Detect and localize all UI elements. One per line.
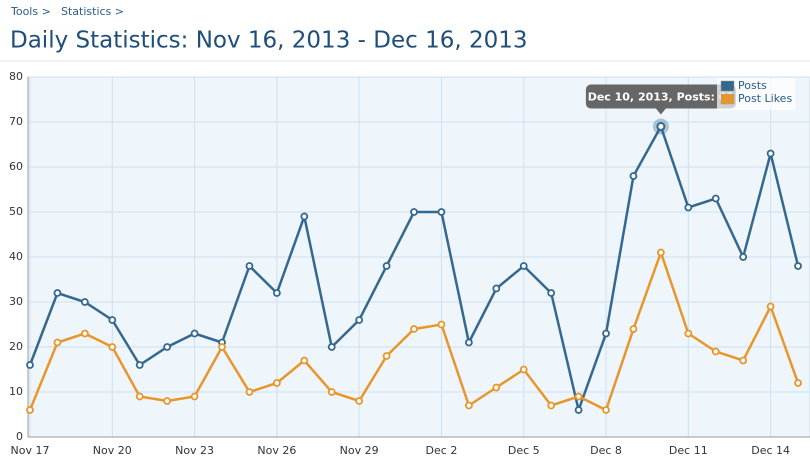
data-point [794, 379, 802, 387]
data-point [272, 379, 281, 387]
data-point [245, 262, 254, 270]
data-point [272, 289, 281, 297]
data-point [300, 212, 309, 221]
legend-swatch [720, 93, 735, 105]
data-point [629, 325, 638, 333]
data-point [327, 343, 336, 351]
data-point [739, 356, 748, 365]
data-point [684, 203, 693, 212]
breadcrumb[interactable]: Statistics > [61, 5, 124, 18]
y-tick-label: 70 [9, 115, 23, 128]
data-point [629, 172, 638, 180]
data-point [410, 325, 418, 333]
x-tick-label: Dec 5 [508, 444, 540, 457]
data-point [547, 289, 556, 297]
data-point [163, 397, 172, 405]
x-tick-label: Nov 29 [340, 444, 379, 457]
data-point [53, 289, 62, 297]
y-tick-label: 0 [16, 430, 23, 443]
data-point [437, 320, 446, 329]
data-point [355, 397, 364, 405]
data-point [602, 329, 610, 338]
data-point [327, 388, 336, 396]
data-point [80, 298, 89, 306]
x-tick-label: Dec 2 [426, 444, 458, 457]
x-tick-label: Nov 20 [93, 444, 132, 457]
data-point [711, 347, 720, 356]
legend-swatch [720, 80, 735, 92]
y-tick-label: 50 [9, 205, 23, 218]
tooltip-box [585, 84, 736, 109]
highlight-point [656, 122, 666, 131]
data-point [602, 406, 610, 414]
data-point [26, 361, 34, 369]
x-tick-label: Nov 23 [175, 444, 214, 457]
data-point [464, 401, 473, 410]
data-point [108, 316, 117, 324]
data-point [437, 208, 446, 216]
data-point [218, 343, 226, 351]
y-tick-label: 10 [9, 385, 23, 398]
x-tick-label: Dec 8 [590, 444, 622, 457]
data-point [656, 248, 665, 257]
y-tick-label: 40 [9, 250, 23, 263]
data-point [410, 208, 418, 216]
data-point [190, 392, 199, 401]
data-point [794, 262, 802, 270]
legend-label: Post Likes [738, 92, 792, 105]
breadcrumb[interactable]: Tools > [10, 5, 51, 18]
data-point [135, 392, 144, 401]
tooltip-text: Dec 10, 2013, Posts: 69 [588, 91, 734, 104]
y-tick-label: 60 [9, 160, 23, 173]
data-point [382, 262, 391, 270]
data-point [766, 302, 775, 311]
legend-label: Posts [738, 79, 767, 92]
data-point [163, 343, 172, 351]
data-point [766, 149, 775, 158]
data-point [108, 343, 117, 351]
data-point [711, 194, 720, 203]
tooltip-arrow [655, 108, 666, 115]
data-point [574, 406, 583, 414]
data-point [245, 388, 254, 396]
data-point [547, 401, 556, 410]
data-point [464, 338, 473, 347]
y-tick-label: 20 [9, 340, 23, 353]
data-point [739, 253, 748, 261]
data-point [574, 392, 583, 401]
y-tick-label: 80 [9, 70, 23, 83]
data-point [135, 361, 144, 369]
data-point [492, 284, 501, 293]
x-tick-label: Nov 17 [11, 444, 50, 457]
data-point [519, 365, 528, 374]
chart-title: Daily Statistics: Nov 16, 2013 - Dec 16,… [10, 28, 528, 54]
x-tick-label: Nov 26 [257, 444, 296, 457]
data-point [80, 329, 89, 338]
data-point [519, 262, 528, 270]
data-point [382, 352, 391, 360]
data-point [492, 383, 501, 392]
y-tick-label: 30 [9, 295, 23, 308]
data-point [53, 338, 62, 347]
data-point [26, 406, 34, 414]
data-point [300, 356, 309, 365]
data-point [190, 329, 199, 338]
x-tick-label: Dec 14 [751, 444, 790, 457]
data-point [684, 329, 693, 338]
data-point [355, 316, 364, 324]
x-tick-label: Dec 11 [669, 444, 708, 457]
